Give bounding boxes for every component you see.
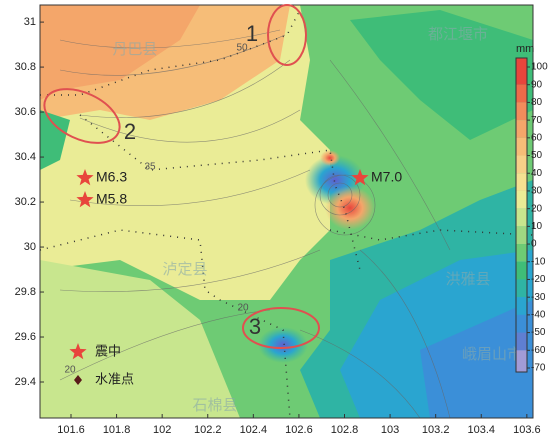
place-name: 泸定县	[162, 261, 207, 278]
x-tick-label: 102.4	[240, 424, 268, 436]
colorbar-segment	[516, 137, 527, 156]
colorbar-tick-label: 60	[531, 132, 543, 143]
colorbar-tick-label: 50	[531, 150, 543, 161]
colorbar-segment	[516, 226, 527, 245]
colorbar-tick-label: -40	[531, 310, 546, 321]
colorbar-tick-label: 0	[531, 239, 537, 250]
colorbar-tick-label: -30	[531, 292, 546, 303]
epicenter-star	[351, 169, 369, 186]
colorbar-frame	[515, 57, 528, 373]
colorbar-segment	[516, 58, 527, 85]
colorbar-tick-label: 100	[531, 62, 548, 73]
colorbar-tick-label: -20	[531, 274, 546, 285]
event-ellipse	[267, 4, 307, 66]
event-label: 1	[246, 21, 258, 46]
y-tick-label: 30.6	[15, 106, 36, 118]
legend-label: 水准点	[95, 371, 134, 386]
epicenter-label: M7.0	[371, 169, 402, 185]
colorbar-segment	[516, 332, 527, 351]
place-name: 都江堰市	[428, 26, 488, 43]
y-tick-label: 30.4	[15, 151, 36, 163]
epicenter-star	[76, 191, 94, 208]
x-tick-label: 101.6	[57, 424, 85, 436]
colorbar-tick-label: 90	[531, 79, 543, 90]
event-label: 3	[249, 314, 261, 339]
colorbar-segment	[516, 84, 527, 103]
colorbar-tick-label: -70	[531, 363, 546, 374]
contour-map	[40, 5, 533, 418]
colorbar-segment	[516, 350, 527, 372]
colorbar-unit: mm	[516, 43, 534, 55]
event-label: 2	[124, 119, 136, 144]
y-tick-label: 29.6	[15, 331, 36, 343]
epicenter-label: M5.8	[96, 191, 127, 207]
colorbar-segment	[516, 297, 527, 315]
place-name: 峨眉山市	[462, 346, 522, 363]
colorbar-segment	[516, 261, 527, 280]
colorbar-segment	[516, 244, 527, 262]
x-tick-label: 101.8	[103, 424, 131, 436]
colorbar-segment	[516, 155, 527, 174]
legend-diamond	[74, 375, 82, 385]
y-tick-label: 31	[24, 16, 36, 28]
place-name: 石棉县	[192, 397, 237, 414]
colorbar-segment	[516, 190, 527, 209]
x-tick-label: 103.4	[467, 424, 495, 436]
colorbar-tick-label: 20	[531, 203, 543, 214]
place-name: 洪雅县	[445, 271, 490, 288]
x-tick-label: 102.6	[285, 424, 313, 436]
colorbar-segment	[516, 314, 527, 333]
y-tick-label: 29.8	[15, 286, 36, 298]
x-tick-label: 102	[153, 424, 171, 436]
colorbar-tick-label: -10	[531, 256, 546, 267]
y-tick-label: 30.2	[15, 196, 36, 208]
colorbar-tick-label: -60	[531, 345, 546, 356]
legend-label: 震中	[95, 343, 121, 358]
contour-label: 35	[144, 162, 156, 173]
event-ellipse	[43, 88, 121, 144]
x-tick-label: 103	[381, 424, 399, 436]
place-name: 丹巴县	[112, 41, 157, 58]
colorbar-tick-label: 30	[531, 186, 543, 197]
colorbar-tick-label: 40	[531, 168, 543, 179]
epicenter-star	[76, 169, 94, 186]
colorbar-tick-label: 10	[531, 221, 543, 232]
y-tick-label: 29.4	[15, 376, 36, 388]
x-tick-label: 103.6	[513, 424, 541, 436]
y-tick-label: 30	[24, 241, 36, 253]
x-tick-label: 102.8	[331, 424, 359, 436]
event-ellipse	[242, 307, 320, 349]
colorbar-segment	[516, 279, 527, 298]
colorbar-tick-label: 80	[531, 97, 543, 108]
epicenter-label: M6.3	[96, 169, 127, 185]
legend-star	[69, 343, 87, 360]
colorbar-tick-label: -50	[531, 327, 546, 338]
x-tick-label: 102.2	[194, 424, 222, 436]
colorbar-segment	[516, 173, 527, 191]
colorbar-tick-label: 70	[531, 115, 543, 126]
x-tick-label: 103.2	[422, 424, 450, 436]
colorbar-segment	[516, 102, 527, 121]
y-tick-label: 30.8	[15, 61, 36, 73]
colorbar-segment	[516, 120, 527, 138]
contour-label: 50	[236, 43, 248, 54]
contour-label: 20	[64, 365, 76, 376]
contour-label: 20	[237, 303, 249, 314]
colorbar-segment	[516, 208, 527, 227]
